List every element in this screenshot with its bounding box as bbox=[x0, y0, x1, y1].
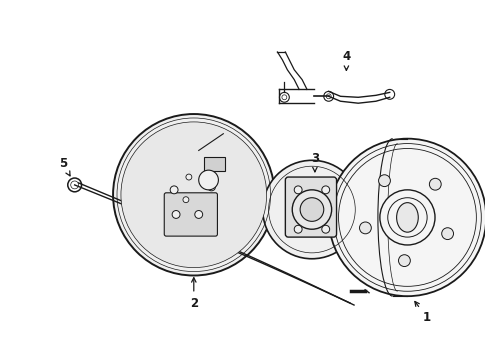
Circle shape bbox=[428, 178, 440, 190]
Circle shape bbox=[300, 198, 323, 221]
Bar bbox=[203, 157, 225, 171]
Circle shape bbox=[294, 186, 302, 194]
Circle shape bbox=[121, 122, 266, 267]
Circle shape bbox=[292, 190, 331, 229]
Circle shape bbox=[262, 160, 361, 259]
Circle shape bbox=[378, 175, 389, 186]
Circle shape bbox=[321, 186, 329, 194]
Text: 2: 2 bbox=[189, 278, 198, 310]
Circle shape bbox=[194, 211, 202, 219]
Circle shape bbox=[170, 186, 178, 194]
Circle shape bbox=[207, 183, 215, 191]
Circle shape bbox=[359, 222, 370, 234]
Circle shape bbox=[441, 228, 452, 239]
FancyBboxPatch shape bbox=[285, 177, 336, 237]
Ellipse shape bbox=[396, 203, 417, 232]
Text: 1: 1 bbox=[414, 301, 430, 324]
Circle shape bbox=[328, 139, 485, 296]
Circle shape bbox=[185, 174, 191, 180]
Circle shape bbox=[198, 170, 218, 190]
Circle shape bbox=[294, 225, 302, 233]
Circle shape bbox=[379, 190, 434, 245]
Text: 4: 4 bbox=[342, 50, 350, 70]
Text: 5: 5 bbox=[59, 157, 70, 176]
Circle shape bbox=[113, 114, 274, 275]
Circle shape bbox=[183, 197, 188, 203]
Circle shape bbox=[172, 211, 180, 219]
Circle shape bbox=[321, 225, 329, 233]
FancyBboxPatch shape bbox=[164, 193, 217, 236]
Circle shape bbox=[398, 255, 409, 266]
Text: 3: 3 bbox=[310, 152, 318, 172]
